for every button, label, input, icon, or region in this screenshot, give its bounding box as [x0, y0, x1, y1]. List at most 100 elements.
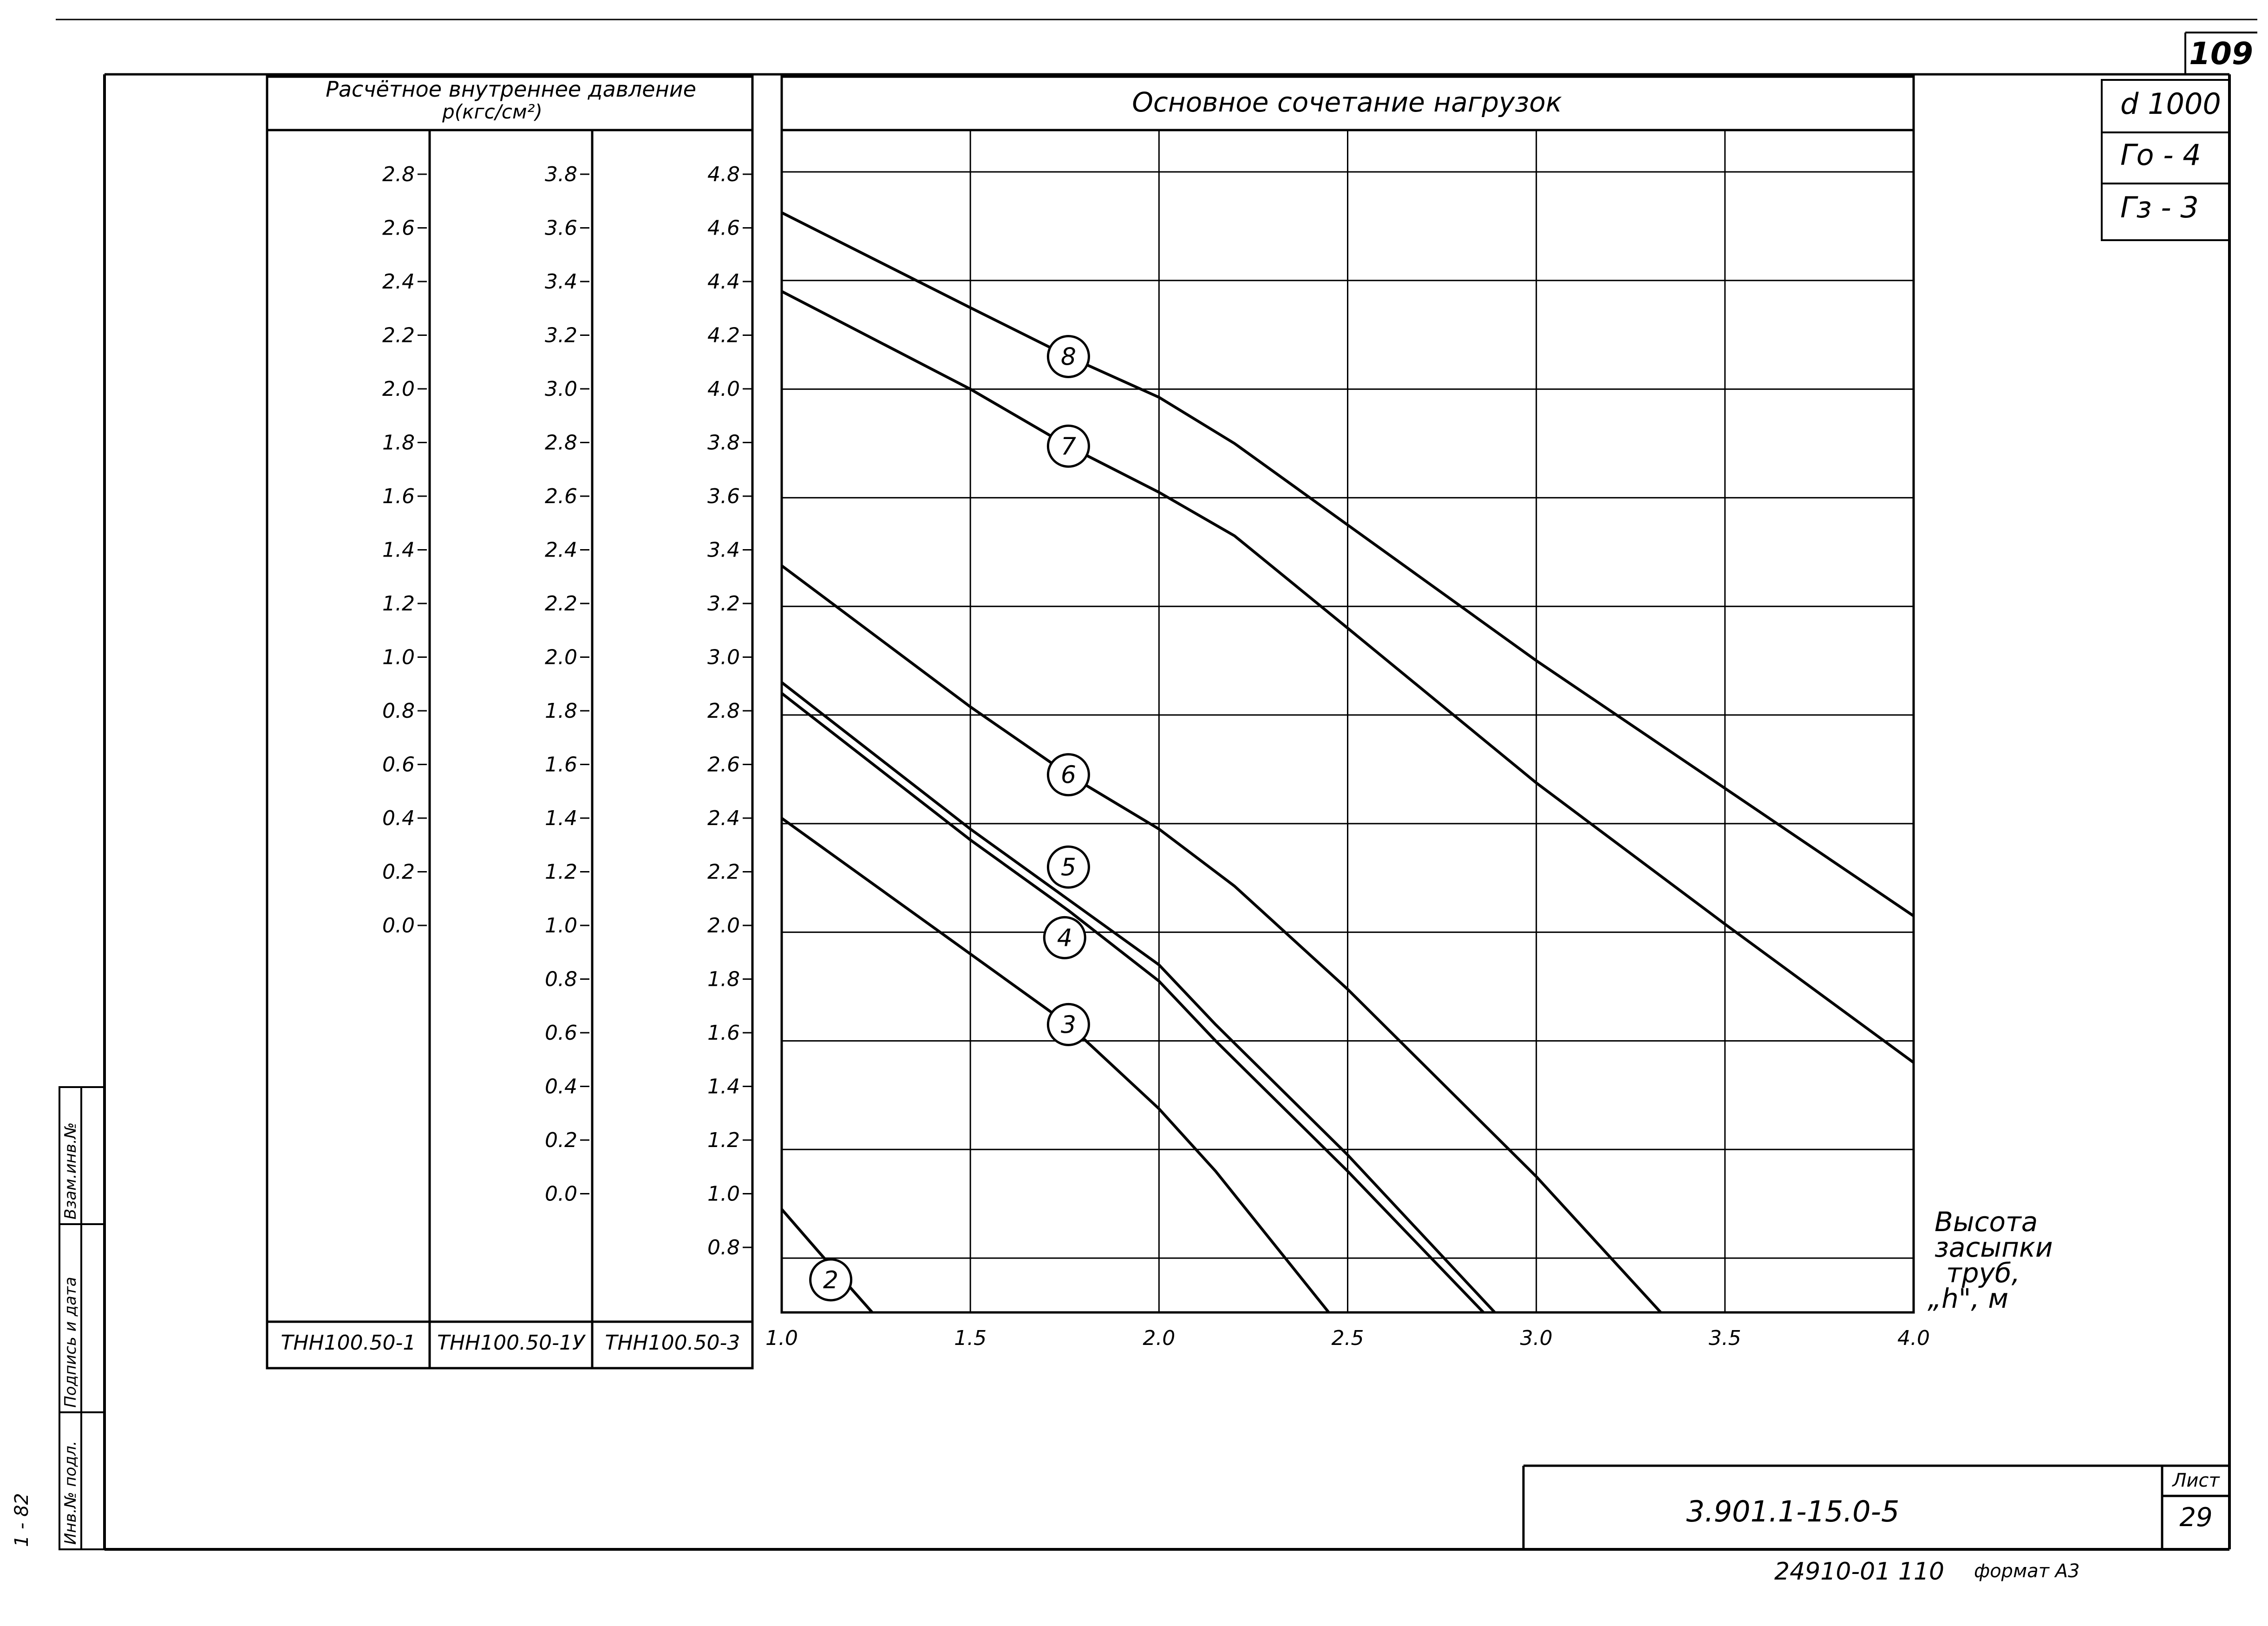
stamp-label-inv: Инв.№ подл. [61, 1441, 80, 1545]
pressure-table-header-line1: Расчётное внутреннее давление [326, 77, 696, 102]
x-tick-label: 3.5 [1709, 1326, 1741, 1350]
pressure-tick-label: 4.8 [707, 163, 740, 186]
curve-label-circle [1046, 1003, 1090, 1046]
series-line-5 [781, 681, 1496, 1314]
pressure-tick-label: 1.0 [545, 914, 577, 938]
series-line-8 [781, 211, 1915, 918]
pressure-tick-label: 3.0 [707, 646, 740, 669]
x-tick-label: 4.0 [1897, 1326, 1930, 1350]
pressure-tick-label: 0.8 [707, 1236, 740, 1259]
pressure-tick-label: 2.4 [382, 270, 415, 294]
curve-label-text: 5 [1061, 853, 1076, 881]
pressure-tick-label: 2.6 [707, 753, 740, 777]
pressure-tick-label: 3.2 [707, 592, 740, 616]
pressure-tick-label: 1.2 [707, 1128, 740, 1152]
curve-label-6: 6 [1046, 753, 1090, 797]
pressure-tick-label: 2.2 [545, 592, 577, 616]
curve-label-circle [809, 1258, 853, 1302]
curve-label-text: 2 [823, 1266, 838, 1294]
pressure-tick-label: 3.4 [545, 270, 577, 294]
curve-label-text: 7 [1061, 433, 1076, 460]
page-number-box: 109 [2184, 32, 2257, 74]
pressure-tick-label: 1.6 [545, 753, 577, 777]
pressure-tick-label: 2.6 [545, 485, 577, 508]
pressure-tick-label: 2.4 [545, 538, 577, 562]
pressure-col-name-1: ТНН100.50-1 [281, 1331, 416, 1355]
x-axis-label-line-4: „h", м [1928, 1283, 2008, 1314]
x-axis-ticks: 1.0 1.5 2.0 2.5 3.0 3.5 4.0 [765, 1326, 1930, 1350]
param-diameter: d 1000 [2120, 87, 2221, 121]
pressure-tick-label: 1.4 [382, 538, 415, 562]
side-code: 1 - 82 [11, 1493, 33, 1547]
pressure-tick-label: 3.8 [707, 431, 740, 455]
pressure-tick-label: 0.0 [382, 914, 415, 938]
pressure-tick-label: 4.0 [707, 377, 740, 401]
pressure-tick-label: 2.6 [382, 216, 415, 240]
format-note: формат A3 [1974, 1560, 2080, 1582]
curve-label-circle [1046, 845, 1090, 889]
series-line-6 [781, 564, 1662, 1314]
pressure-tick-label: 1.0 [382, 646, 415, 669]
pressure-tick-label: 1.2 [382, 592, 415, 616]
x-tick-label: 1.5 [954, 1326, 987, 1350]
x-tick-label: 1.0 [765, 1326, 798, 1350]
chart-title: Основное сочетание нагрузок [1132, 86, 1562, 118]
pressure-tick-label: 1.4 [545, 806, 577, 830]
pressure-tick-label: 3.2 [545, 324, 577, 347]
title-block [1522, 1464, 2229, 1549]
sheet-frame [56, 19, 2257, 1551]
pressure-tick-label: 1.8 [707, 968, 740, 991]
curve-label-circle [1043, 916, 1086, 959]
pressure-tick-label: 0.0 [545, 1182, 577, 1206]
curve-label-text: 6 [1061, 761, 1076, 789]
pressure-tick-label: 1.8 [382, 431, 415, 455]
series-line-7 [781, 290, 1915, 1064]
curve-label-circle [1046, 753, 1090, 797]
pressure-tick-label: 1.8 [545, 699, 577, 723]
pressure-tick-label: 2.8 [707, 699, 740, 723]
pressure-tick-label: 2.2 [707, 860, 740, 884]
pressure-tick-label: 2.0 [707, 914, 740, 938]
pressure-tick-label: 3.6 [545, 216, 577, 240]
sheet-label: Лист [2171, 1470, 2220, 1491]
pressure-tick-label: 3.6 [707, 485, 740, 508]
pressure-tick-label: 3.8 [545, 163, 577, 186]
curve-label-7: 7 [1046, 424, 1090, 468]
pressure-tick-label: 4.6 [707, 216, 740, 240]
stamp-label-replace: Взам.инв.№ [61, 1122, 80, 1220]
curve-label-2: 2 [809, 1258, 853, 1302]
pressure-tick-label: 0.6 [545, 1021, 577, 1045]
pressure-tick-label: 4.4 [707, 270, 740, 294]
pressure-tick-label: 2.2 [382, 324, 415, 347]
series-line-2 [780, 1208, 874, 1313]
sheet-number: 29 [2179, 1502, 2212, 1533]
x-tick-label: 2.5 [1332, 1326, 1364, 1350]
side-stamp [59, 1086, 105, 1550]
pressure-tick-label: 1.6 [707, 1021, 740, 1045]
x-axis-label: Высота засыпки труб, „h", м [1928, 1206, 2053, 1314]
pressure-tick-label: 1.2 [545, 860, 577, 884]
x-axis-label-line-2: засыпки [1935, 1232, 2053, 1263]
pressure-tick-label: 1.4 [707, 1075, 740, 1099]
pressure-col-name-2: ТНН100.50-1У [437, 1331, 586, 1355]
pressure-tick-label: 3.0 [545, 377, 577, 401]
pressure-tick-label: 1.6 [382, 485, 415, 508]
curve-label-4: 4 [1043, 916, 1086, 959]
pressure-tick-label: 0.8 [545, 968, 577, 991]
x-tick-label: 2.0 [1143, 1326, 1175, 1350]
pressure-tick-label: 0.4 [382, 806, 415, 830]
pressure-tick-label: 3.4 [707, 538, 740, 562]
curve-label-3: 3 [1046, 1003, 1090, 1046]
pressure-tick-label: 2.0 [382, 377, 415, 401]
curve-label-text: 8 [1061, 343, 1076, 371]
param-g0: Γo - 4 [2120, 138, 2201, 172]
parameter-cells [2101, 79, 2230, 241]
curve-label-text: 3 [1061, 1011, 1076, 1039]
bottom-note: 24910-01 110 [1774, 1558, 1944, 1586]
pressure-table-frame [266, 75, 754, 1370]
pressure-col-name-3: ТНН100.50-3 [605, 1331, 740, 1355]
title-block-code: 3.901.1-15.0-5 [1686, 1495, 1900, 1528]
x-tick-label: 3.0 [1520, 1326, 1553, 1350]
param-g3: Γз - 3 [2120, 190, 2199, 224]
stamp-label-signature: Подпись и дата [61, 1277, 80, 1408]
